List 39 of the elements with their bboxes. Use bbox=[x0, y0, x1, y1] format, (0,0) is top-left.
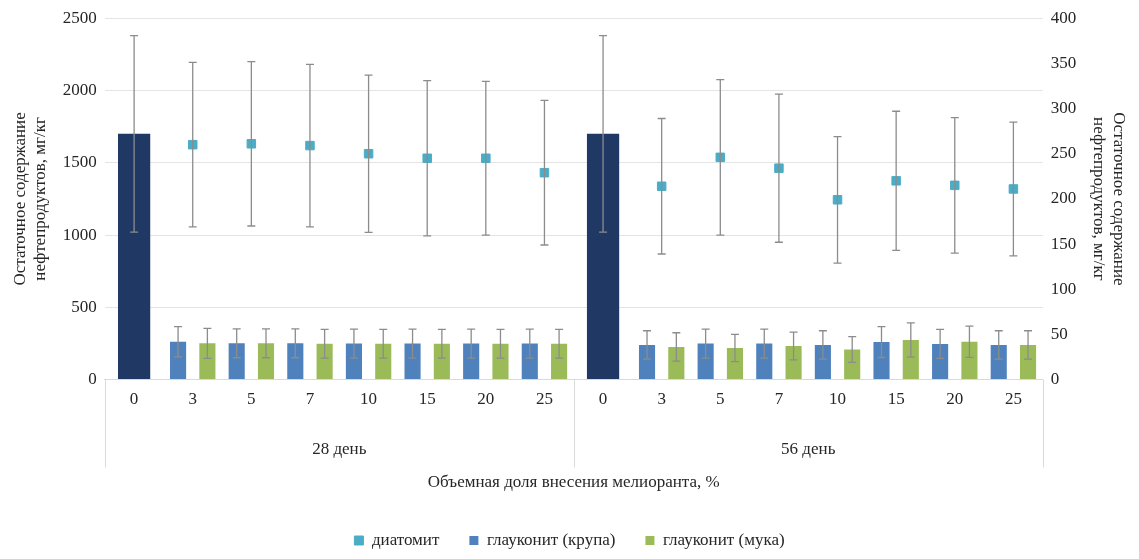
y2-tick-label: 0 bbox=[1050, 369, 1060, 389]
text: 56 день bbox=[781, 439, 836, 459]
x-tick-label: 5 bbox=[247, 389, 256, 409]
y-tick-label: 2500 bbox=[62, 7, 97, 27]
y2-tick-label: 350 bbox=[1050, 52, 1077, 72]
x-tick-label: 20 bbox=[477, 389, 495, 409]
x-tick-label: 25 bbox=[1004, 389, 1022, 409]
y2-tick-label: 400 bbox=[1050, 7, 1077, 27]
y2-tick-label: 150 bbox=[1050, 233, 1077, 253]
x-tick-label: 0 bbox=[598, 389, 608, 409]
x-tick-label: 15 bbox=[418, 389, 436, 409]
x-axis-title: Объемная доля внесения мелиоранта, % bbox=[427, 472, 720, 492]
x-tick-label: 20 bbox=[946, 389, 964, 409]
y-tick-label: 2000 bbox=[62, 79, 97, 99]
x-tick-label: 25 bbox=[535, 389, 553, 409]
y2-tick-label: 50 bbox=[1050, 323, 1068, 343]
y-tick-label: 1500 bbox=[62, 152, 97, 172]
y2-tick-label: 300 bbox=[1050, 98, 1077, 118]
x-tick-label: 7 bbox=[305, 389, 315, 409]
legend-label: глауконит (крупа) bbox=[486, 529, 616, 549]
y-tick-label: 500 bbox=[71, 296, 97, 316]
y2-axis-title: Остаточное содержание нефтепродуктов, мг/кг bbox=[1089, 112, 1130, 286]
legend-label: глауконит (мука) bbox=[662, 529, 785, 549]
y2-tick-label: 200 bbox=[1050, 188, 1077, 208]
x-tick-label: 5 bbox=[716, 389, 725, 409]
y-axis-title: Остаточное содержание нефтепродуктов, мг/кг bbox=[9, 112, 50, 286]
y-tick-label: 1000 bbox=[62, 224, 97, 244]
x-tick-label: 7 bbox=[774, 389, 784, 409]
x-tick-label: 3 bbox=[657, 389, 666, 409]
y-tick-label: 0 bbox=[88, 369, 97, 389]
x-tick-label: 10 bbox=[829, 389, 847, 409]
x-tick-label: 10 bbox=[360, 389, 378, 409]
x-tick-label: 15 bbox=[887, 389, 905, 409]
text: 28 день bbox=[312, 439, 367, 459]
x-tick-label: 3 bbox=[188, 389, 197, 409]
y2-tick-label: 100 bbox=[1050, 278, 1077, 298]
legend-label: диатомит bbox=[371, 529, 440, 549]
y2-tick-label: 250 bbox=[1050, 143, 1077, 163]
x-tick-label: 0 bbox=[129, 389, 139, 409]
